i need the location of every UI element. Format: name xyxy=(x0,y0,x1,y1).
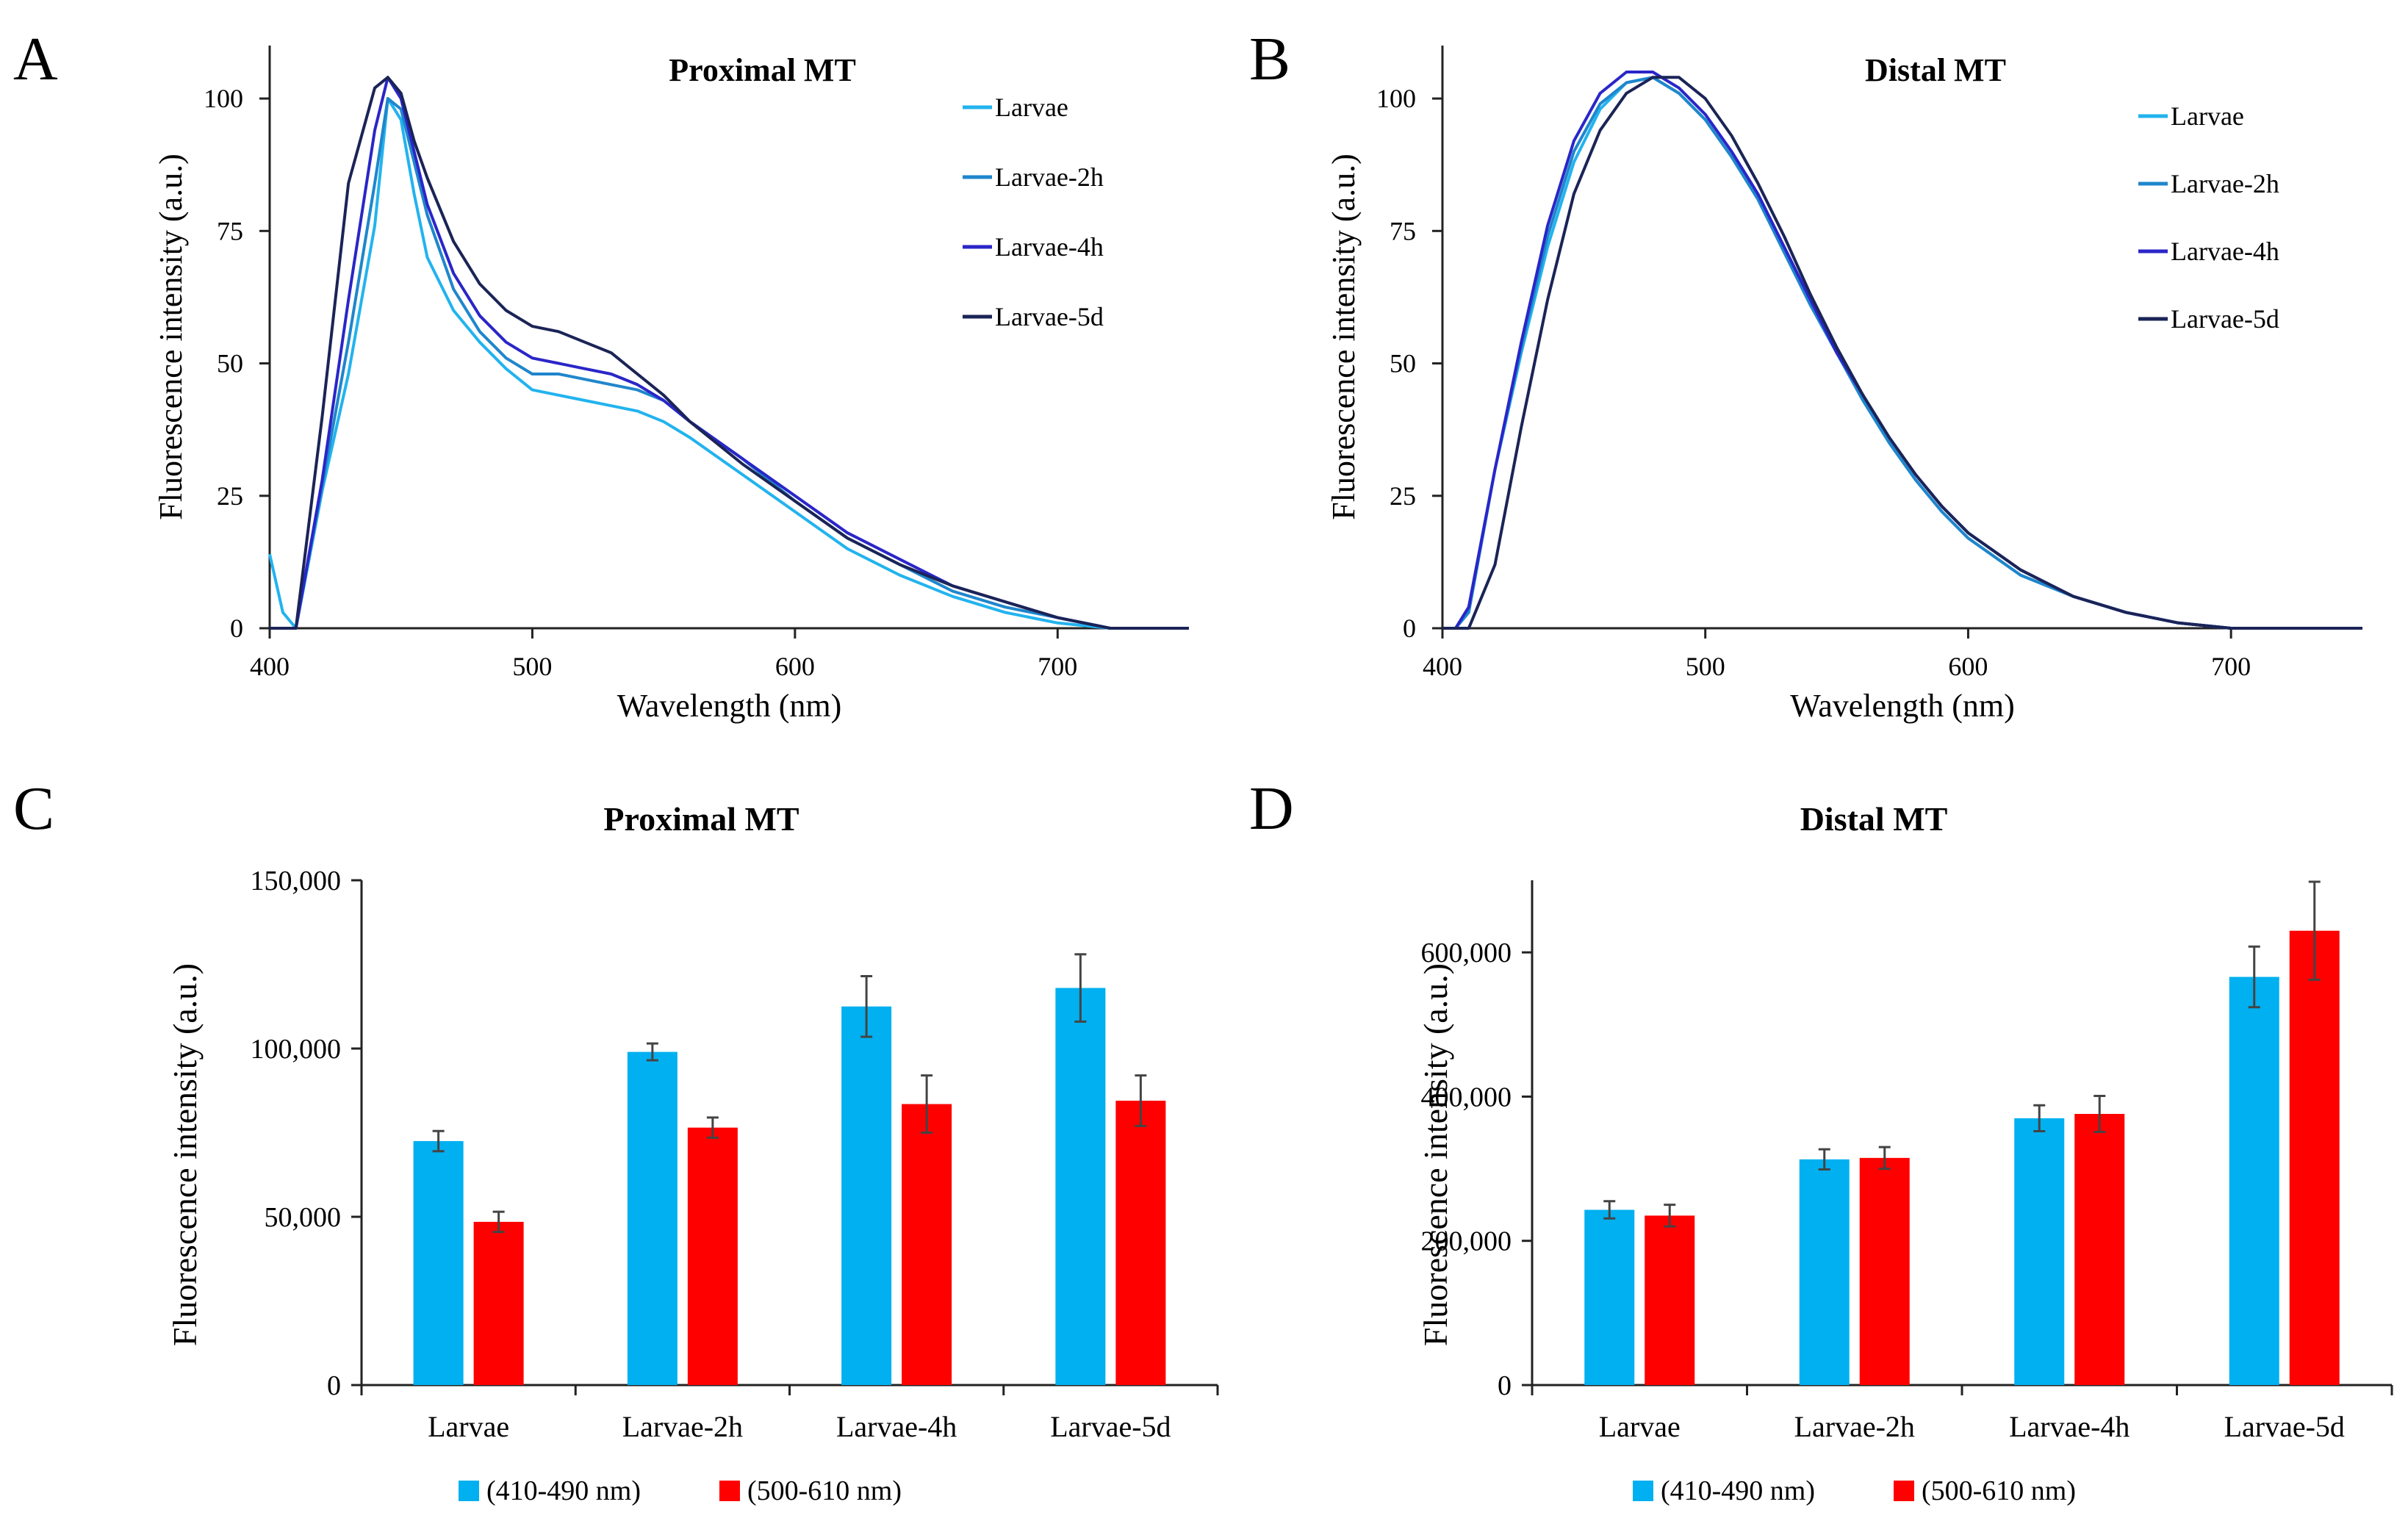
bar xyxy=(2014,1118,2065,1385)
panel-d-bar-chart: 0 200,000 400,000 600,000 Larvae Larvae-2h Lar… xyxy=(1417,800,2393,1506)
y-tick-label: 400,000 xyxy=(1421,1082,1512,1112)
y-tick-label: 100,000 xyxy=(251,1034,342,1065)
bar xyxy=(2074,1113,2125,1385)
category-label: Larvae-2h xyxy=(1794,1410,1915,1443)
legend-label: (410-490 nm) xyxy=(1661,1475,1815,1506)
bar xyxy=(473,1221,524,1385)
legend-label: Larvae xyxy=(2171,101,2244,131)
x-tick-label: 500 xyxy=(1686,652,1725,681)
series-line-larvae-5d xyxy=(1442,76,2362,630)
y-tick-label: 100 xyxy=(204,84,243,113)
y-axis-label: Fluorescence intensity (a.u.) xyxy=(153,154,189,520)
y-tick-label: 0 xyxy=(230,614,243,643)
chart-title: Distal MT xyxy=(1800,800,1948,838)
bar xyxy=(841,1006,892,1385)
legend-swatch xyxy=(459,1481,479,1501)
legend-swatch xyxy=(719,1481,740,1501)
x-tick-label: 400 xyxy=(250,652,290,681)
panel-a-line-chart: 0 25 50 75 100 400 500 600 700 Proximal MT Wavelen… xyxy=(153,46,1189,724)
legend-label: (410-490 nm) xyxy=(486,1475,641,1506)
legend-label: Larvae-4h xyxy=(2171,237,2279,266)
y-tick-label: 25 xyxy=(1390,481,1416,511)
panel-label-a: A xyxy=(13,25,58,93)
bar xyxy=(413,1140,464,1385)
legend-label: Larvae-2h xyxy=(995,162,1104,192)
legend-label: Larvae-2h xyxy=(2171,169,2279,198)
category-label: Larvae-2h xyxy=(622,1410,743,1443)
series-line-larvae-5d xyxy=(270,76,1189,630)
y-tick-label: 0 xyxy=(327,1370,341,1401)
x-tick-label: 600 xyxy=(1948,652,1988,681)
y-tick-label: 50 xyxy=(1390,349,1416,378)
y-tick-label: 100 xyxy=(1376,84,1416,113)
y-tick-label: 0 xyxy=(1498,1370,1512,1401)
bar xyxy=(1584,1209,1635,1385)
bar xyxy=(902,1104,952,1385)
series-line-larvae xyxy=(1442,76,2362,630)
bar xyxy=(2229,977,2279,1385)
chart-title: Proximal MT xyxy=(669,52,856,88)
legend-label: Larvae-5d xyxy=(995,302,1104,331)
y-tick-label: 0 xyxy=(1403,614,1416,643)
series-line-larvae xyxy=(268,97,1189,630)
chart-title: Distal MT xyxy=(1865,52,2006,88)
y-axis-label: Fluorescence intensity (a.u.) xyxy=(1326,154,1362,520)
y-tick-label: 75 xyxy=(1390,216,1416,245)
series-line-larvae-2h xyxy=(270,97,1189,630)
x-tick-label: 400 xyxy=(1423,652,1462,681)
panel-c-bar-chart: 0 50,000 100,000 150,000 Larvae Larvae-2h Larv… xyxy=(166,800,1219,1506)
legend-label: Larvae-4h xyxy=(995,232,1104,262)
chart-title: Proximal MT xyxy=(603,800,799,838)
x-axis-label: Wavelength (nm) xyxy=(617,688,842,724)
legend-label: (500-610 nm) xyxy=(747,1475,902,1506)
y-tick-label: 150,000 xyxy=(251,866,342,896)
y-tick-label: 25 xyxy=(217,481,243,511)
panel-label-c: C xyxy=(13,774,54,843)
bar xyxy=(627,1051,678,1385)
bar xyxy=(1055,988,1106,1385)
y-tick-label: 50,000 xyxy=(265,1202,342,1233)
series-line-larvae-2h xyxy=(1442,76,2362,630)
x-tick-label: 600 xyxy=(775,652,815,681)
panel-label-d: D xyxy=(1249,774,1294,843)
legend-swatch xyxy=(1633,1481,1653,1501)
bar xyxy=(1115,1100,1166,1385)
bar xyxy=(1645,1215,1695,1385)
bar xyxy=(687,1127,738,1385)
category-label: Larvae-4h xyxy=(836,1410,957,1443)
legend-swatch xyxy=(1894,1481,1914,1501)
category-label: Larvae xyxy=(428,1410,509,1443)
x-tick-label: 700 xyxy=(1038,652,1077,681)
category-label: Larvae-5d xyxy=(2224,1410,2345,1443)
bar xyxy=(1859,1157,1910,1385)
y-tick-label: 200,000 xyxy=(1421,1226,1512,1257)
category-label: Larvae-5d xyxy=(1050,1410,1171,1443)
y-axis-label: Fluorescence intensity (a.u.) xyxy=(1417,963,1454,1346)
legend-label: (500-610 nm) xyxy=(1922,1475,2076,1506)
category-label: Larvae xyxy=(1599,1410,1681,1443)
bar xyxy=(1799,1159,1850,1385)
y-tick-label: 50 xyxy=(217,349,243,378)
legend-label: Larvae xyxy=(995,93,1068,122)
x-tick-label: 700 xyxy=(2211,652,2251,681)
y-axis-label: Fluorescence intensity (a.u.) xyxy=(166,963,204,1346)
x-tick-label: 500 xyxy=(512,652,552,681)
panel-label-b: B xyxy=(1249,25,1290,93)
panel-b-line-chart: 0 25 50 75 100 400 500 600 700 Distal MT Wavelengt… xyxy=(1326,46,2362,724)
category-label: Larvae-4h xyxy=(2009,1410,2130,1443)
series-line-larvae-4h xyxy=(1442,71,2362,630)
y-tick-label: 75 xyxy=(217,216,243,245)
y-tick-label: 600,000 xyxy=(1421,938,1512,968)
bar xyxy=(2289,930,2340,1385)
x-axis-label: Wavelength (nm) xyxy=(1790,688,2015,724)
legend-label: Larvae-5d xyxy=(2171,304,2279,334)
